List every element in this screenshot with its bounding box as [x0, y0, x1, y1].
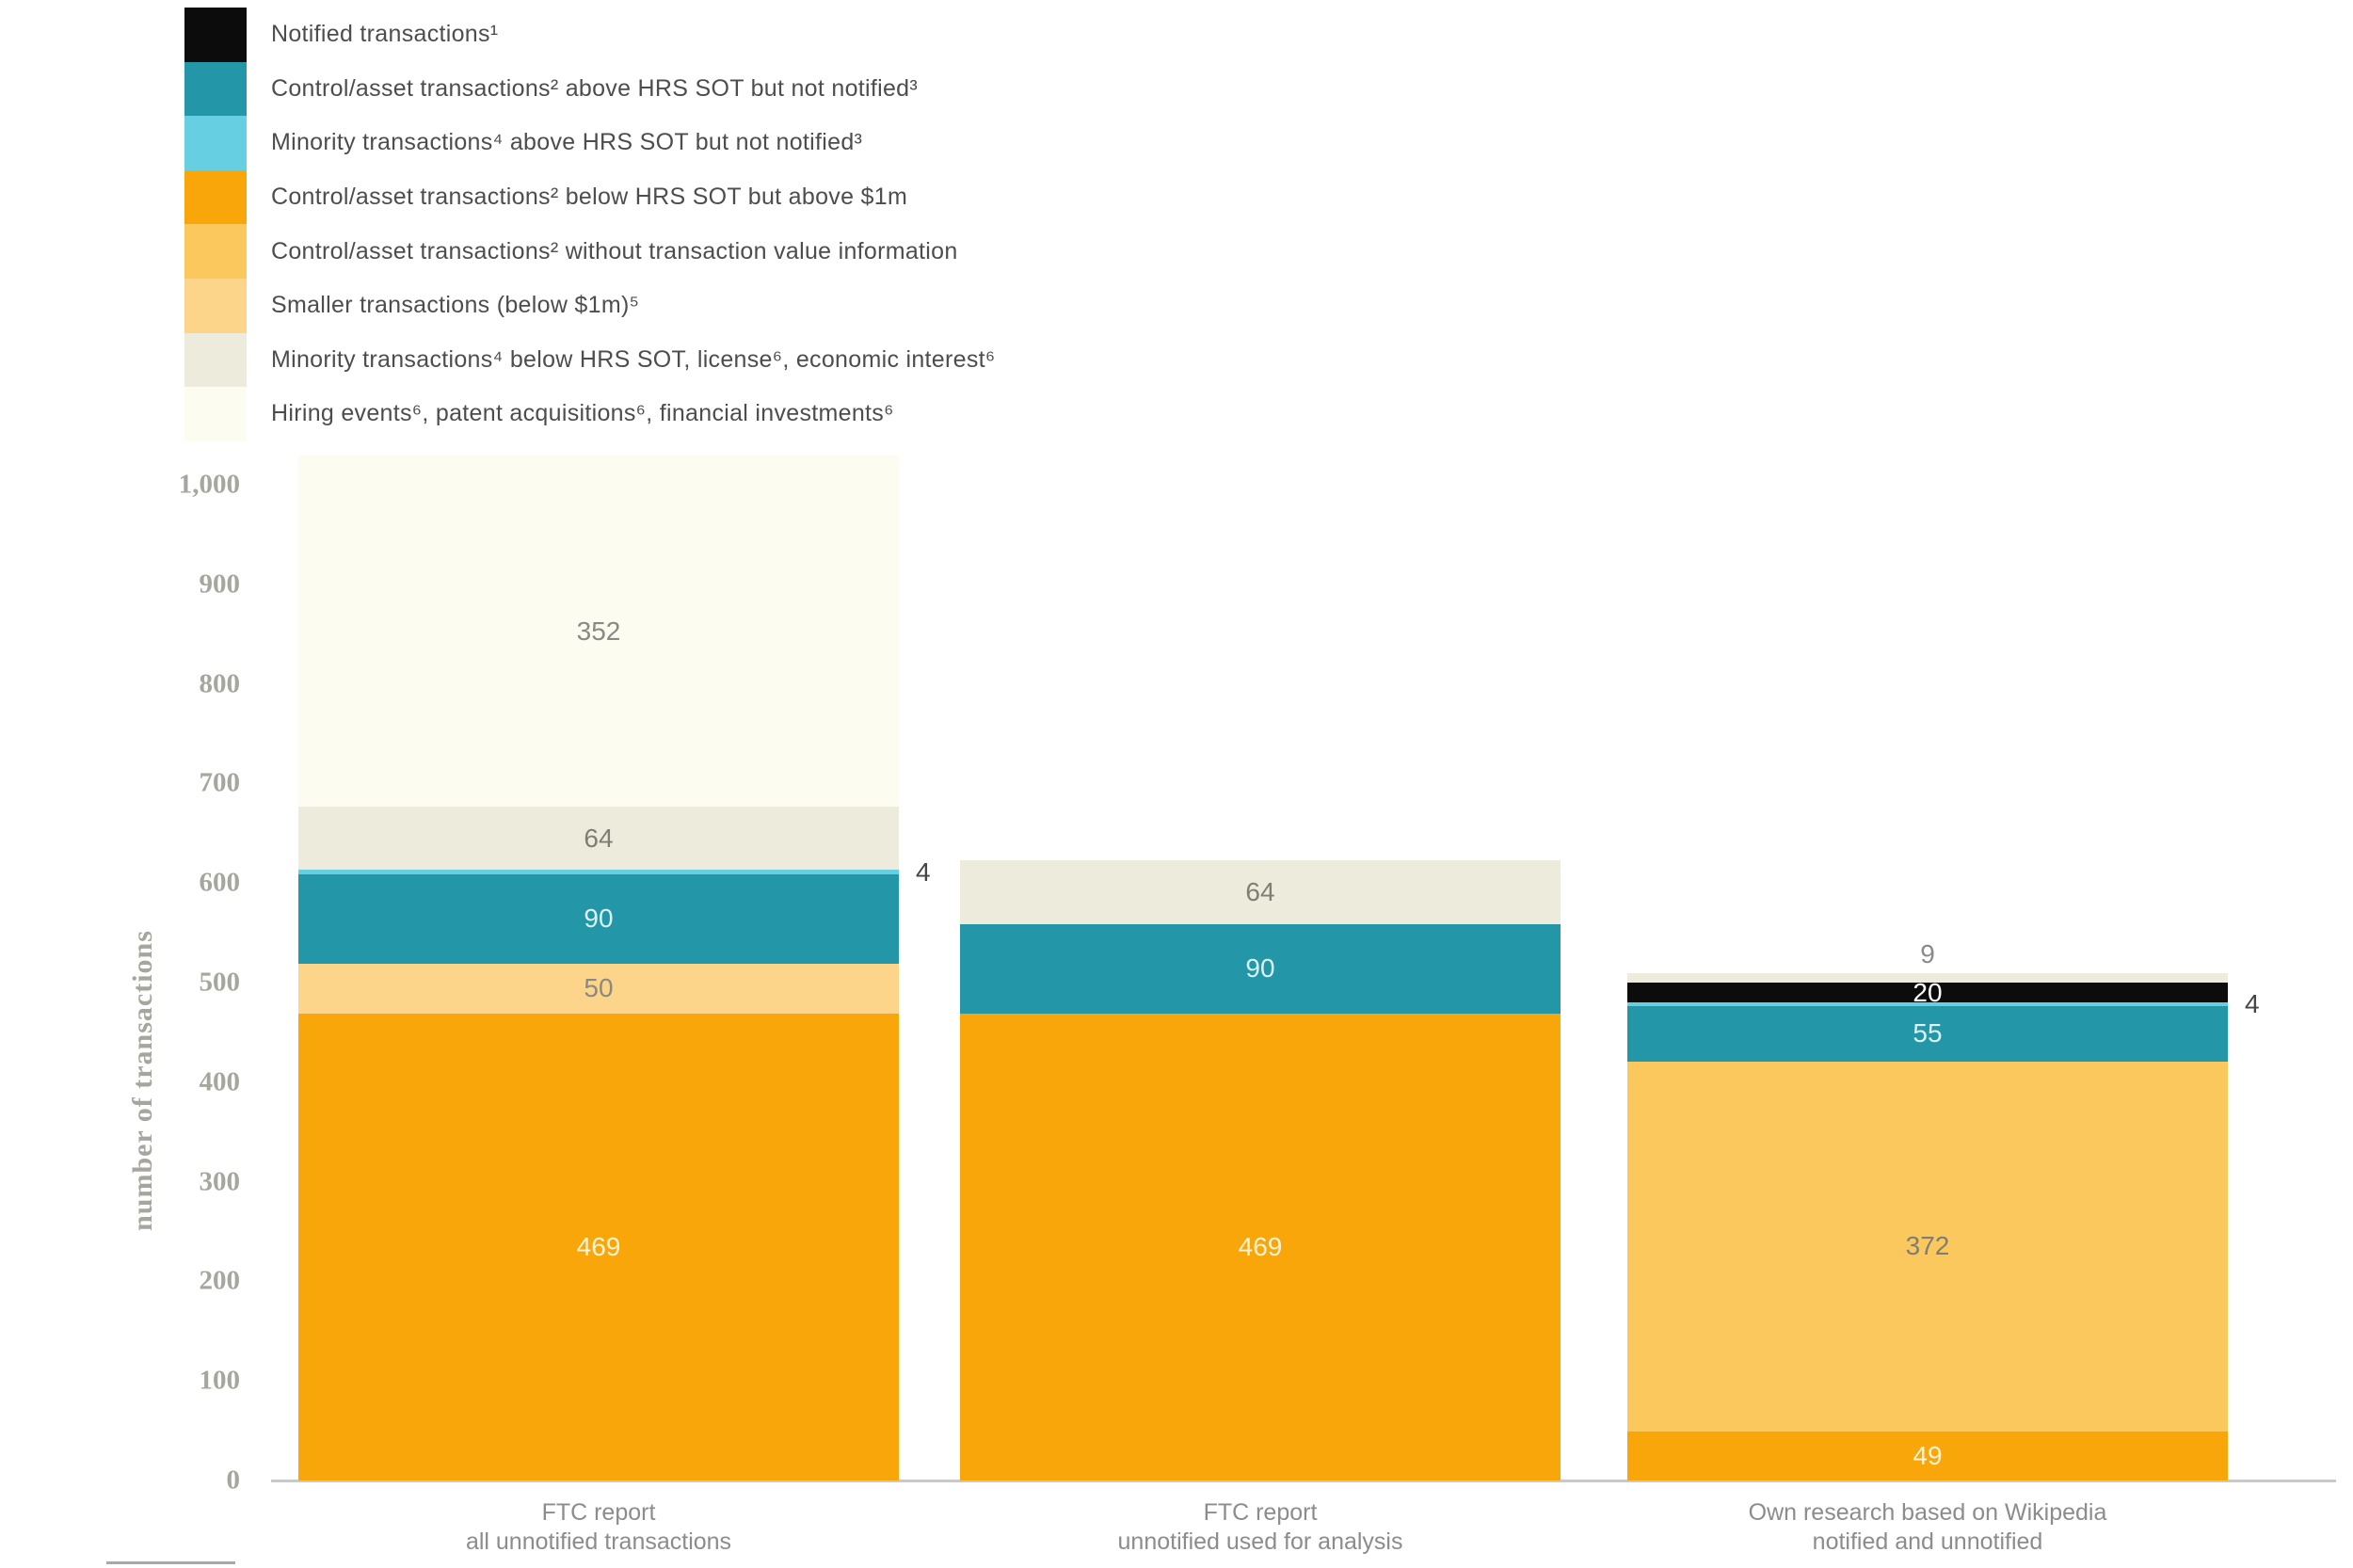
- legend-item: Minority transactions⁴ below HRS SOT, li…: [184, 332, 996, 388]
- bar-segment: 50: [298, 963, 899, 1014]
- y-tick-label: 1,000: [178, 469, 240, 500]
- bar-value-label: 49: [1913, 1441, 1943, 1471]
- x-label-ftc-analysis: FTC report unnotified used for analysis: [960, 1498, 1561, 1557]
- legend-swatch-smaller: [184, 278, 247, 333]
- bar-value-label: 50: [584, 973, 614, 1003]
- y-tick-label: 500: [199, 967, 241, 998]
- bar-value-label: 55: [1913, 1018, 1943, 1048]
- bar-value-label: 352: [576, 616, 621, 646]
- legend-label: Hiring events⁶, patent acquisitions⁶, fi…: [271, 400, 894, 427]
- bar-segment: 90: [298, 873, 899, 964]
- legend-item: Minority transactions⁴ above HRS SOT but…: [184, 116, 995, 170]
- bar-segment: [1627, 973, 2228, 983]
- x-label-line: FTC report: [1203, 1499, 1318, 1526]
- bar-segment: 372: [1627, 1061, 2228, 1432]
- bar-value-label: 90: [1245, 953, 1275, 984]
- x-label-line: notified and unnotified: [1812, 1528, 2043, 1555]
- legend-label: Notified transactions¹: [271, 21, 499, 48]
- bar-value-label: 469: [1238, 1231, 1283, 1261]
- bar-value-label-outside: 4: [2245, 989, 2260, 1019]
- bar-segment: 352: [298, 456, 899, 807]
- y-tick-label: 100: [199, 1365, 241, 1396]
- legend-swatch-notified: [184, 8, 247, 62]
- bar-segment: [1627, 1002, 2228, 1007]
- y-tick-label: 800: [199, 668, 241, 699]
- legend: Notified transactions¹ Control/asset tra…: [184, 8, 995, 441]
- y-tick-label: 200: [199, 1265, 241, 1296]
- x-axis-line: [271, 1480, 2336, 1482]
- bar-segment: 469: [960, 1013, 1561, 1480]
- y-tick-label: 300: [199, 1166, 241, 1197]
- x-label-ftc-all: FTC report all unnotified transactions: [298, 1498, 899, 1557]
- legend-swatch-control-below-sot: [184, 169, 247, 225]
- legend-label: Control/asset transactions² without tran…: [271, 237, 958, 264]
- bar-segment: 64: [298, 806, 899, 871]
- x-label-line: unnotified used for analysis: [1117, 1528, 1403, 1555]
- legend-swatch-control-above-sot: [184, 61, 247, 117]
- legend-swatch-minority-below-sot: [184, 332, 247, 388]
- legend-swatch-minority-above-sot: [184, 116, 247, 170]
- legend-item: Control/asset transactions² without tran…: [184, 224, 995, 279]
- y-tick-label: 700: [199, 767, 241, 798]
- x-label-line: all unnotified transactions: [465, 1528, 732, 1555]
- legend-label: Minority transactions⁴ above HRS SOT but…: [271, 129, 863, 156]
- bar-value-label: 64: [584, 823, 614, 853]
- legend-item: Control/asset transactions² above HRS SO…: [184, 61, 995, 117]
- bar-value-label: 20: [1913, 977, 1943, 1007]
- bar-segment: 55: [1627, 1006, 2228, 1062]
- legend-item: Smaller transactions (below $1m)⁵: [184, 278, 995, 333]
- legend-item: Hiring events⁶, patent acquisitions⁶, fi…: [184, 387, 995, 441]
- bar-segment: [298, 870, 899, 874]
- y-tick-label: 900: [199, 568, 241, 600]
- bar-value-label: 64: [1245, 876, 1275, 906]
- bar-segment: 20: [1627, 979, 2228, 1005]
- x-label-line: Own research based on Wikipedia: [1748, 1499, 2107, 1526]
- bar-segment: 90: [960, 923, 1561, 1014]
- legend-item: Notified transactions¹: [184, 8, 995, 62]
- bar-value-label-outside: 9: [1920, 939, 1935, 969]
- bar-segment: 64: [960, 859, 1561, 924]
- legend-swatch-no-value-info: [184, 224, 247, 279]
- legend-swatch-hiring-events: [184, 387, 247, 441]
- bar-segment: 49: [1627, 1432, 2228, 1480]
- footnote-separator-line: [106, 1561, 235, 1564]
- bar-value-label: 90: [584, 904, 614, 934]
- y-tick-label: 0: [226, 1464, 241, 1496]
- y-tick-label: 400: [199, 1066, 241, 1097]
- legend-item: Control/asset transactions² below HRS SO…: [184, 169, 995, 225]
- legend-label: Control/asset transactions² below HRS SO…: [271, 184, 908, 211]
- x-label-own-research: Own research based on Wikipedia notified…: [1627, 1498, 2228, 1557]
- x-label-line: FTC report: [541, 1499, 656, 1526]
- bar-value-label-outside: 4: [916, 856, 931, 887]
- bar-segment: 469: [298, 1013, 899, 1480]
- legend-label: Control/asset transactions² above HRS SO…: [271, 74, 919, 102]
- bar-value-label: 469: [576, 1231, 621, 1261]
- y-axis-title: number of transactions: [127, 930, 158, 1231]
- legend-label: Smaller transactions (below $1m)⁵: [271, 292, 640, 319]
- y-tick-label: 600: [199, 867, 241, 898]
- bar-value-label: 372: [1905, 1231, 1950, 1261]
- legend-label: Minority transactions⁴ below HRS SOT, li…: [271, 345, 996, 373]
